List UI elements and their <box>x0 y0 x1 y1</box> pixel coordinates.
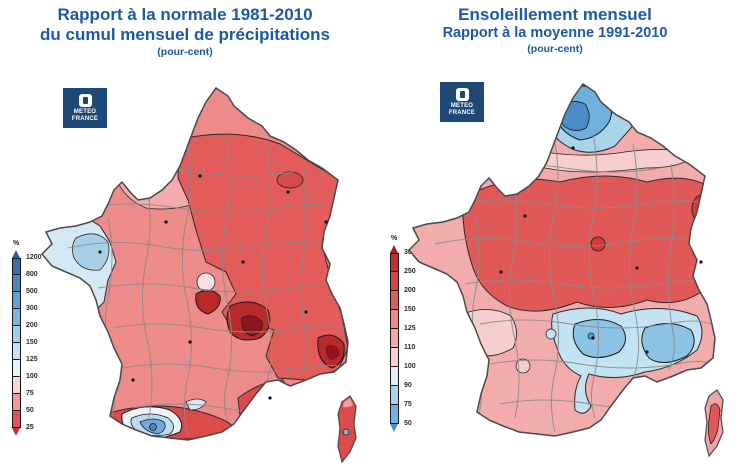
region-west-brittany-sunnier <box>409 186 462 224</box>
legend-arrow-top <box>12 250 20 258</box>
legend-color-segment <box>390 272 399 291</box>
legend-tick-label: 200 <box>26 322 38 329</box>
legend-tick-label: 250 <box>404 268 416 275</box>
region-gers-pale-spot <box>515 358 531 374</box>
city-dots <box>98 174 328 400</box>
title-line-1: Rapport à la normale 1981-2010 <box>57 5 313 24</box>
legend-tick-label: 100 <box>26 373 38 380</box>
region-lorraine-drier-spot <box>276 171 304 189</box>
legend-color-segment <box>12 258 21 275</box>
legend-tick-label: 800 <box>26 271 38 278</box>
region-center-sunnier <box>462 175 712 312</box>
region-center-normal-spot <box>196 272 216 292</box>
title-line-2: du cumul mensuel de précipitations <box>40 25 330 45</box>
legend-tick-label: 50 <box>404 420 412 427</box>
legend-arrow-top <box>390 245 398 253</box>
sunshine-title: Ensoleillement mensuel Rapport à la moye… <box>390 5 720 56</box>
legend-color-segment <box>12 394 21 411</box>
city-dots <box>499 146 703 354</box>
meteo-france-icon <box>455 88 469 101</box>
legend-tick-label: 300 <box>26 305 38 312</box>
legend-tick-label: 50 <box>26 407 34 414</box>
legend-tick-label: 100 <box>404 363 416 370</box>
legend-color-segment <box>390 367 399 386</box>
legend-tick-label: 125 <box>404 325 416 332</box>
legend-color-segment <box>12 360 21 377</box>
legend-color-segment <box>12 292 21 309</box>
legend-color-segment <box>12 377 21 394</box>
legend-colorbar <box>12 250 21 436</box>
corsica-north-lighter <box>343 398 353 408</box>
region-var-core <box>325 344 340 360</box>
legend-tick-label: 75 <box>26 390 34 397</box>
region-aquitaine-pale <box>461 309 517 357</box>
legend-color-segment <box>390 348 399 367</box>
legend-tick-label: 75 <box>404 401 412 408</box>
meteo-france-logo: METEO FRANCE <box>63 88 107 128</box>
legend-unit-label: % <box>391 235 398 242</box>
department-borders <box>67 137 345 437</box>
region-southeast-less-sun-east <box>641 323 695 363</box>
meteo-france-logo: METEO FRANCE <box>440 82 484 122</box>
legend-unit-label: % <box>13 240 20 247</box>
sunshine-panel: Ensoleillement mensuel Rapport à la moye… <box>370 0 740 470</box>
france-precipitation-map <box>40 86 357 464</box>
meteo-france-icon-glyph <box>82 97 88 104</box>
legend-color-segment <box>390 291 399 310</box>
legend-color-segment <box>12 343 21 360</box>
legend-tick-label: 25 <box>26 424 34 431</box>
meteo-france-logo-text: METEO FRANCE <box>448 103 476 116</box>
legend-tick-label: 200 <box>404 287 416 294</box>
france-outline <box>40 86 349 441</box>
legend-color-segment <box>390 405 399 424</box>
precipitation-title: Rapport à la normale 1981-2010 du cumul … <box>20 5 350 58</box>
legend-color-segment <box>12 326 21 343</box>
region-pyrenees-wetter-core <box>149 423 157 431</box>
region-rhone-less-sun-spot <box>545 328 557 340</box>
corsica-wetter-spot <box>342 428 350 436</box>
legend-tick-label: 300 <box>404 249 416 256</box>
title-line-2: Rapport à la moyenne 1991-2010 <box>442 25 668 42</box>
legend-tick-label: 1200 <box>26 254 42 261</box>
legend-colorbar <box>390 245 399 432</box>
title-unit: (pour-cent) <box>157 46 213 59</box>
legend-arrow-bottom <box>12 428 20 436</box>
legend-tick-label: 500 <box>26 288 38 295</box>
corsica-east-sunnier <box>707 403 721 445</box>
legend-color-segment <box>390 386 399 405</box>
meteo-france-icon-glyph <box>459 91 465 98</box>
legend-tick-label: 150 <box>404 306 416 313</box>
region-burgundy-sunnier-spot <box>590 236 606 252</box>
france-outline <box>407 82 716 437</box>
meteo-france-icon <box>78 94 92 107</box>
legend-tick-label: 150 <box>26 339 38 346</box>
region-north-pale-band <box>524 147 696 173</box>
region-northeast-less-sun-pale <box>622 84 684 113</box>
precipitation-panel: Rapport à la normale 1981-2010 du cumul … <box>12 5 357 464</box>
legend-arrow-bottom <box>390 424 398 432</box>
region-southeast-less-sun-west <box>572 319 626 358</box>
legend-color-segment <box>390 253 399 272</box>
france-sunshine-map <box>407 82 724 458</box>
legend-color-segment <box>12 309 21 326</box>
legend-color-segment <box>12 411 21 428</box>
legend-tick-label: 90 <box>404 382 412 389</box>
title-unit: (pour-cent) <box>527 43 583 56</box>
region-massif-central-core <box>241 315 263 337</box>
legend-color-segment <box>12 275 21 292</box>
legend-tick-label: 125 <box>26 356 38 363</box>
legend-tick-label: 110 <box>404 344 416 351</box>
legend-color-segment <box>390 329 399 348</box>
legend-color-segment <box>390 310 399 329</box>
title-line-1: Ensoleillement mensuel <box>458 5 652 24</box>
meteo-france-logo-text: METEO FRANCE <box>71 109 99 122</box>
